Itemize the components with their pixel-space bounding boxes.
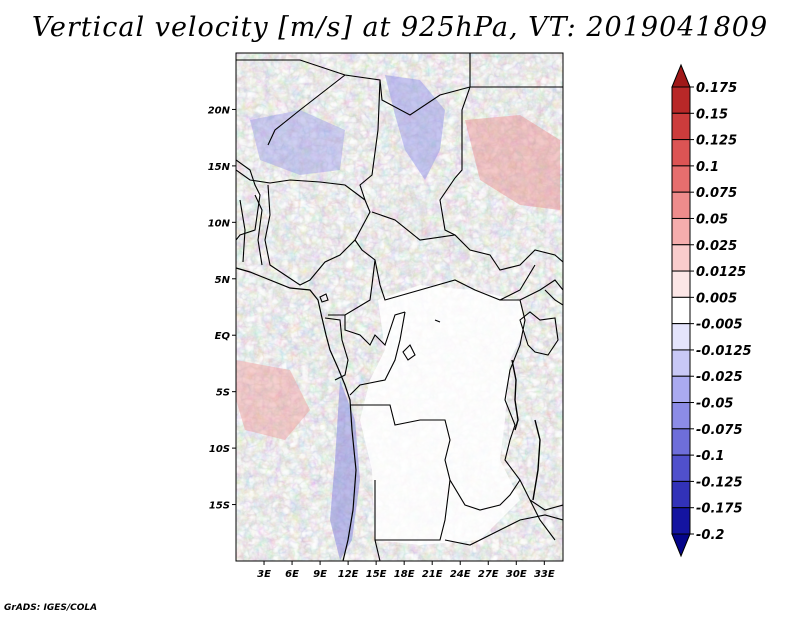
colorbar-swatch (671, 139, 691, 167)
colorbar-swatch (671, 402, 691, 430)
colorbar-label: 0.0125 (696, 265, 746, 280)
colorbar-label: -0.075 (696, 423, 743, 438)
lon-tick-label: 21E (422, 569, 443, 580)
colorbar-swatch (671, 480, 691, 509)
lat-tick-label: 15S (209, 501, 230, 512)
lat-tick-label: 10N (208, 218, 231, 229)
grads-credit: GrADS: IGES/COLA (4, 603, 98, 613)
lon-tick-label: 30E (506, 569, 527, 580)
lat-tick-label: EQ (215, 331, 231, 342)
lon-tick-label: 18E (394, 569, 415, 580)
colorbar-label: -0.025 (696, 370, 743, 385)
colorbar-label: -0.125 (696, 475, 743, 490)
colorbar-label: 0.1 (696, 160, 719, 175)
colorbar-swatch (671, 428, 691, 456)
red-band-east (465, 115, 560, 210)
lon-tick-label: 33E (534, 569, 555, 580)
colorbar-label: -0.005 (696, 318, 743, 333)
plot-frame (235, 52, 564, 562)
lat-tick-label: 5S (216, 388, 230, 399)
calm-region (360, 285, 525, 545)
colorbar-swatch (671, 244, 691, 272)
colorbar-swatch (671, 296, 691, 325)
colorbar-swatch (671, 454, 691, 482)
colorbar-label: 0.025 (696, 239, 737, 254)
colorbar-label: -0.2 (696, 528, 724, 543)
lon-tick-label: 24E (450, 569, 471, 580)
colorbar-swatch (671, 165, 691, 193)
lat-tick-label: 10S (209, 444, 230, 455)
colorbar-label: -0.05 (696, 397, 733, 412)
colorbar-swatch (671, 349, 691, 377)
blue-band-sahel (250, 110, 345, 175)
colorbar-label: 0.175 (696, 81, 737, 96)
colorbar-label: -0.175 (696, 502, 743, 517)
map-title: Vertical velocity [m/s] at 925hPa, VT: 2… (31, 12, 769, 43)
longitude-axis: 3E 6E 9E 12E 15E 18E 21E 24E 27E 30E 33E (257, 561, 555, 580)
colorbar-label: 0.125 (696, 134, 737, 149)
lon-tick-label: 15E (366, 569, 387, 580)
colorbar-top-arrow (671, 63, 691, 88)
colorbar-label: -0.1 (696, 449, 724, 464)
colorbar-swatch (671, 270, 691, 298)
colorbar-swatch (671, 191, 691, 219)
latitude-axis: 20N 15N 10N 5N EQ 5S 10S 15S (208, 105, 236, 512)
lat-tick-label: 15N (208, 162, 231, 173)
lon-tick-label: 6E (285, 569, 299, 580)
colorbar-swatch (671, 323, 691, 351)
colorbar-swatch (671, 375, 691, 404)
colorbar-swatch (671, 507, 691, 535)
lat-tick-label: 20N (208, 105, 231, 116)
colorbar-bottom-arrow (671, 533, 691, 558)
colorbar-label: 0.15 (696, 107, 728, 122)
colorbar-label: 0.005 (696, 291, 737, 306)
colorbar-swatch (671, 86, 691, 114)
lon-tick-label: 3E (257, 569, 271, 580)
lon-tick-label: 9E (313, 569, 327, 580)
colorbar-swatch (671, 112, 691, 141)
colorbar-label: 0.05 (696, 212, 728, 227)
lon-tick-label: 27E (478, 569, 499, 580)
colorbar-label: -0.0125 (696, 344, 752, 359)
colorbar: 0.175 0.15 0.125 0.1 0.075 0.05 0.025 0.0125 0.0… (671, 63, 752, 558)
colorbar-label: 0.075 (696, 186, 737, 201)
lon-tick-label: 12E (338, 569, 359, 580)
lat-tick-label: 5N (215, 275, 231, 286)
red-west (236, 360, 310, 440)
colorbar-swatch (671, 217, 691, 246)
boundaries (236, 53, 563, 561)
velocity-field (236, 53, 563, 561)
